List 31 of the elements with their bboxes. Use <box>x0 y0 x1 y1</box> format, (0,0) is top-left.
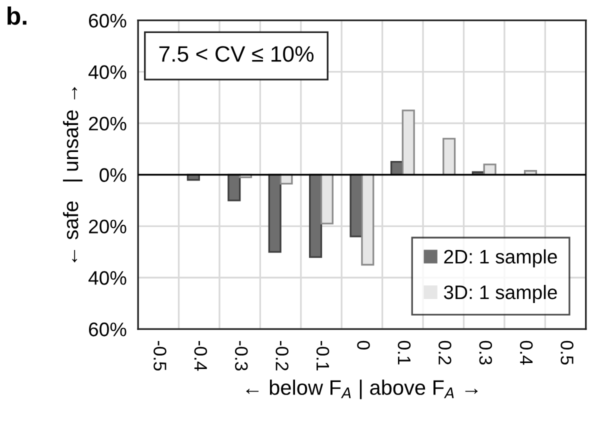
y-tick-label: 20% <box>89 116 126 130</box>
bar <box>361 174 374 266</box>
x-tick-label: -0.1 <box>316 340 330 370</box>
x-tick-label: 0.2 <box>438 340 452 364</box>
x-tick-label: 0.5 <box>560 340 574 365</box>
y-tick-label: 20% <box>89 220 126 234</box>
y-tick-label: 60% <box>89 14 126 28</box>
y-tick-label: 60% <box>89 322 126 336</box>
x-tick-label: 0 <box>357 340 370 350</box>
annotation: 7.5 < CV ≤ 10% <box>159 46 314 62</box>
x-tick-label: -0.2 <box>276 340 288 370</box>
text: b. <box>8 6 26 25</box>
bar <box>402 110 415 176</box>
x-tick-label: -0.3 <box>234 340 248 371</box>
y-tick-label: 40% <box>88 271 126 285</box>
y-axis-title: ← safe | unsafe → <box>62 87 82 262</box>
legend-label: 2D: 1 sample <box>444 249 557 268</box>
bar <box>442 138 456 176</box>
x-tick-label: 0.3 <box>479 340 492 364</box>
x-axis-title: ← below F$_{A}$ | above F$_{A}$ → <box>246 380 478 400</box>
x-tick-label: 0.4 <box>520 340 533 365</box>
y-tick-label: 40% <box>88 65 126 80</box>
x-tick-label: -0.4 <box>194 340 208 371</box>
legend-label: 3D: 1 sample <box>444 284 557 304</box>
bar <box>228 174 241 202</box>
bar <box>268 174 282 253</box>
bar <box>320 174 334 224</box>
x-tick-label: -0.5 <box>154 340 166 371</box>
x-tick-label: 0.1 <box>398 340 411 364</box>
bar <box>309 174 322 258</box>
y-tick-label: 0% <box>100 168 126 182</box>
